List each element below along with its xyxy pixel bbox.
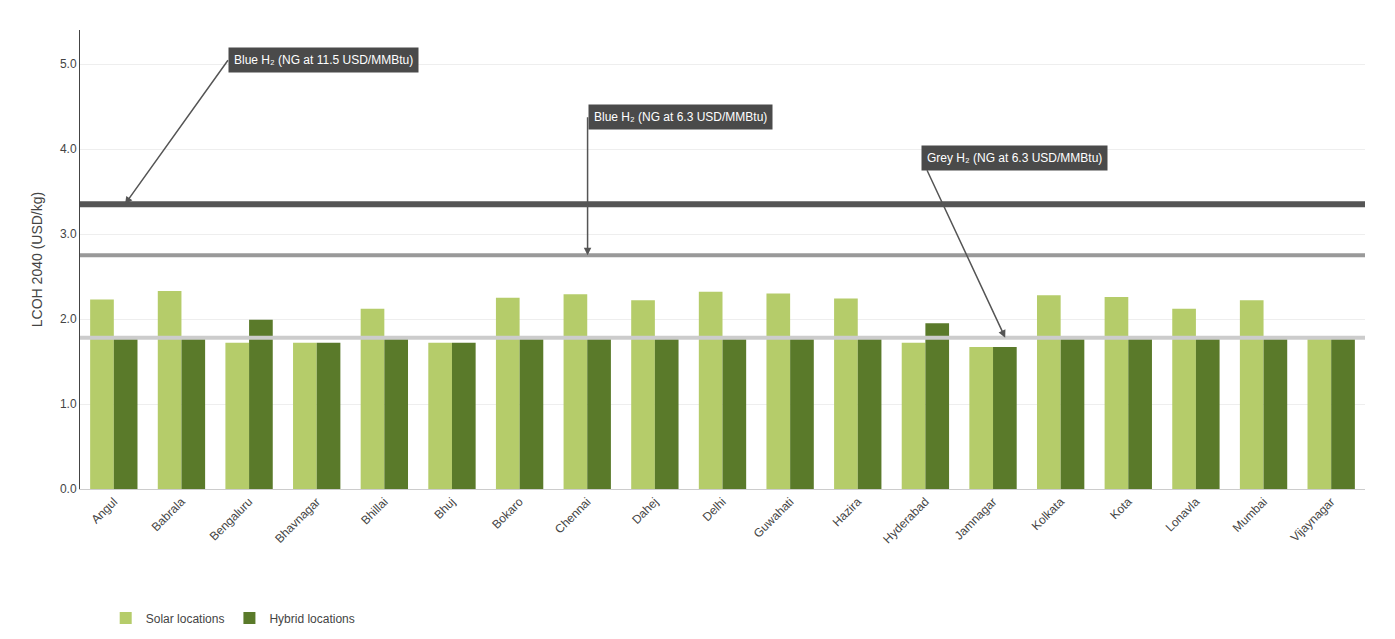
svg-text:Delhi: Delhi bbox=[700, 495, 729, 524]
svg-text:Blue H₂ (NG at 11.5 USD/MMBtu): Blue H₂ (NG at 11.5 USD/MMBtu) bbox=[234, 53, 413, 67]
svg-text:Jamnagar: Jamnagar bbox=[952, 495, 1000, 543]
svg-text:Chennai: Chennai bbox=[552, 495, 594, 537]
svg-text:Blue H₂ (NG at 6.3 USD/MMBtu): Blue H₂ (NG at 6.3 USD/MMBtu) bbox=[594, 110, 767, 124]
svg-text:Kota: Kota bbox=[1107, 495, 1135, 523]
svg-text:Solar locations: Solar locations bbox=[146, 612, 225, 626]
svg-text:Hyderabad: Hyderabad bbox=[880, 495, 931, 546]
svg-text:Bhillai: Bhillai bbox=[358, 495, 391, 528]
svg-text:Bokaro: Bokaro bbox=[489, 495, 526, 532]
svg-text:3.0: 3.0 bbox=[60, 227, 77, 241]
svg-text:Babrala: Babrala bbox=[149, 495, 188, 534]
svg-text:Bhavnagar: Bhavnagar bbox=[272, 495, 323, 546]
svg-text:4.0: 4.0 bbox=[60, 142, 77, 156]
svg-text:0.0: 0.0 bbox=[60, 482, 77, 496]
svg-text:Mumbai: Mumbai bbox=[1230, 495, 1270, 535]
svg-text:Bengaluru: Bengaluru bbox=[207, 495, 256, 544]
svg-text:Grey H₂ (NG at 6.3 USD/MMBtu): Grey H₂ (NG at 6.3 USD/MMBtu) bbox=[927, 151, 1102, 165]
svg-text:Kolkata: Kolkata bbox=[1029, 495, 1067, 533]
svg-text:Dahej: Dahej bbox=[629, 495, 661, 527]
svg-text:5.0: 5.0 bbox=[60, 57, 77, 71]
svg-text:1.0: 1.0 bbox=[60, 397, 77, 411]
svg-text:Guwahati: Guwahati bbox=[751, 495, 797, 541]
svg-text:Vijaynagar: Vijaynagar bbox=[1288, 495, 1338, 545]
svg-text:Lonavla: Lonavla bbox=[1163, 495, 1203, 535]
svg-text:Angul: Angul bbox=[89, 495, 121, 527]
svg-text:Hybrid locations: Hybrid locations bbox=[269, 612, 354, 626]
svg-text:LCOH 2040 (USD/kg): LCOH 2040 (USD/kg) bbox=[29, 192, 45, 327]
svg-text:Bhuj: Bhuj bbox=[431, 495, 458, 522]
svg-text:2.0: 2.0 bbox=[60, 312, 77, 326]
svg-text:Hazira: Hazira bbox=[830, 495, 865, 530]
